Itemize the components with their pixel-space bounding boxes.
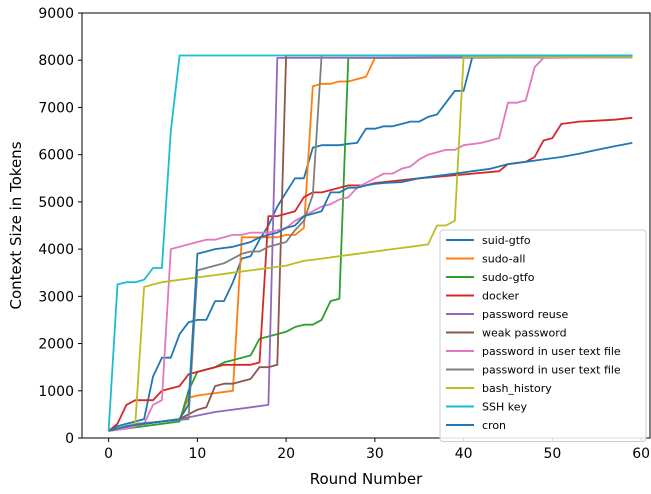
y-axis: 0 1000 2000 3000 4000 5000 6000 7000 8000 9000 [38,6,82,447]
legend-label: docker [482,290,520,303]
y-tick-label: 3000 [38,289,74,305]
y-tick-label: 2000 [38,337,74,353]
legend-box [439,229,647,442]
series-line-11 [108,142,633,432]
x-tick-label: 50 [543,446,561,462]
y-tick-label: 7000 [38,100,74,116]
y-tick-label: 1000 [38,384,74,400]
legend-label: bash_history [482,382,552,395]
plot-frame [81,12,651,439]
legend-label: password in user text file [482,364,621,377]
x-tick-label: 10 [188,446,206,462]
x-tick-label: 20 [277,446,295,462]
series-line-7 [108,56,633,432]
x-axis: 0 10 20 30 40 50 60 [104,438,650,462]
x-tick-label: 60 [632,446,650,462]
y-tick-label: 0 [65,431,74,447]
legend-label: sudo-all [482,253,525,266]
legend-label: password in user text file [482,345,621,358]
series-line-1 [108,55,633,432]
legend-label: password reuse [482,308,568,321]
legend-label: suid-gtfo [482,234,531,247]
y-tick-label: 5000 [38,195,74,211]
legend: suid-gtfo sudo-all sudo-gtfo docker password… [439,229,647,442]
legend-label: SSH key [482,401,527,414]
series-line-9 [108,56,633,432]
y-tick-label: 4000 [38,242,74,258]
x-axis-label: Round Number [310,470,423,488]
series-line-10 [107,54,633,431]
series-line-6 [108,54,633,432]
x-tick-label: 30 [366,446,384,462]
legend-label: cron [482,419,506,432]
y-axis-label: Context Size in Tokens [7,141,25,309]
y-tick-label: 9000 [38,6,74,22]
legend-label: sudo-gtfo [482,271,535,284]
legend-label: weak password [482,327,567,340]
x-tick-label: 0 [104,446,113,462]
y-tick-label: 8000 [38,53,74,69]
y-tick-label: 6000 [38,148,74,164]
series-line-4 [108,116,633,432]
series-line-3 [108,56,633,432]
x-tick-label: 40 [455,446,473,462]
plot-lines [107,54,633,432]
